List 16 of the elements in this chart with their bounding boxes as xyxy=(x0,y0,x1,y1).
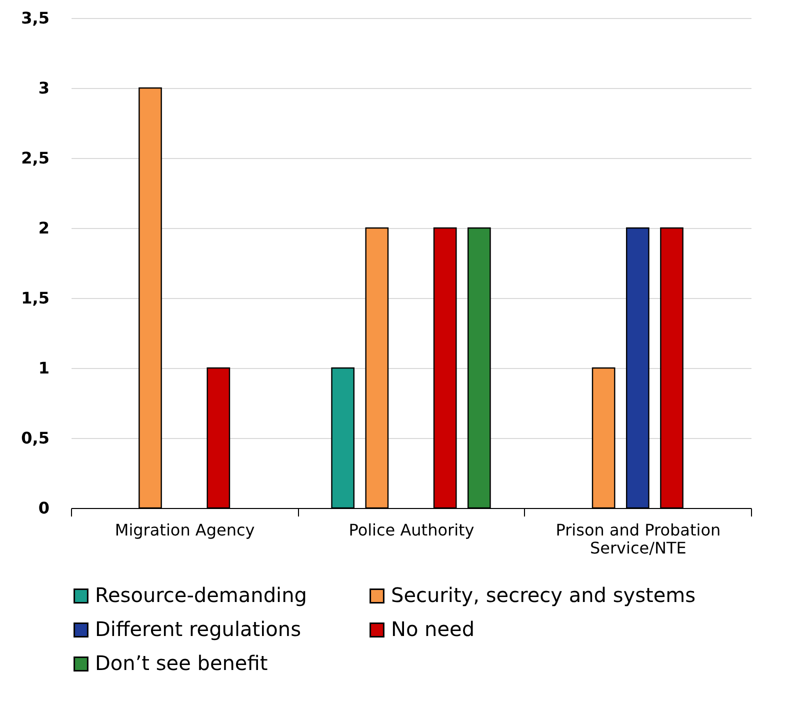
y-tick-label: 2 xyxy=(38,218,50,238)
legend-label: Resource-demanding xyxy=(95,583,307,607)
y-tick-label: 3 xyxy=(38,78,50,98)
y-tick-label: 0 xyxy=(38,498,50,518)
x-tick-label: Police Authority xyxy=(348,520,474,540)
legend-label: Different regulations xyxy=(95,617,302,641)
x-tick-label: Prison and Probation Service/NTE xyxy=(556,520,721,558)
y-tick-label: 3,5 xyxy=(21,8,50,28)
y-tick-label: 1 xyxy=(38,358,50,378)
legend-label: Security, secrecy and systems xyxy=(391,583,696,607)
y-tick-label: 0,5 xyxy=(21,428,50,448)
legend-label: Don’t see benefit xyxy=(95,651,268,675)
y-tick-label: 2,5 xyxy=(21,148,50,168)
y-tick-label: 1,5 xyxy=(21,288,50,308)
x-tick-label: Migration Agency xyxy=(114,520,255,540)
legend-label: No need xyxy=(391,617,475,641)
